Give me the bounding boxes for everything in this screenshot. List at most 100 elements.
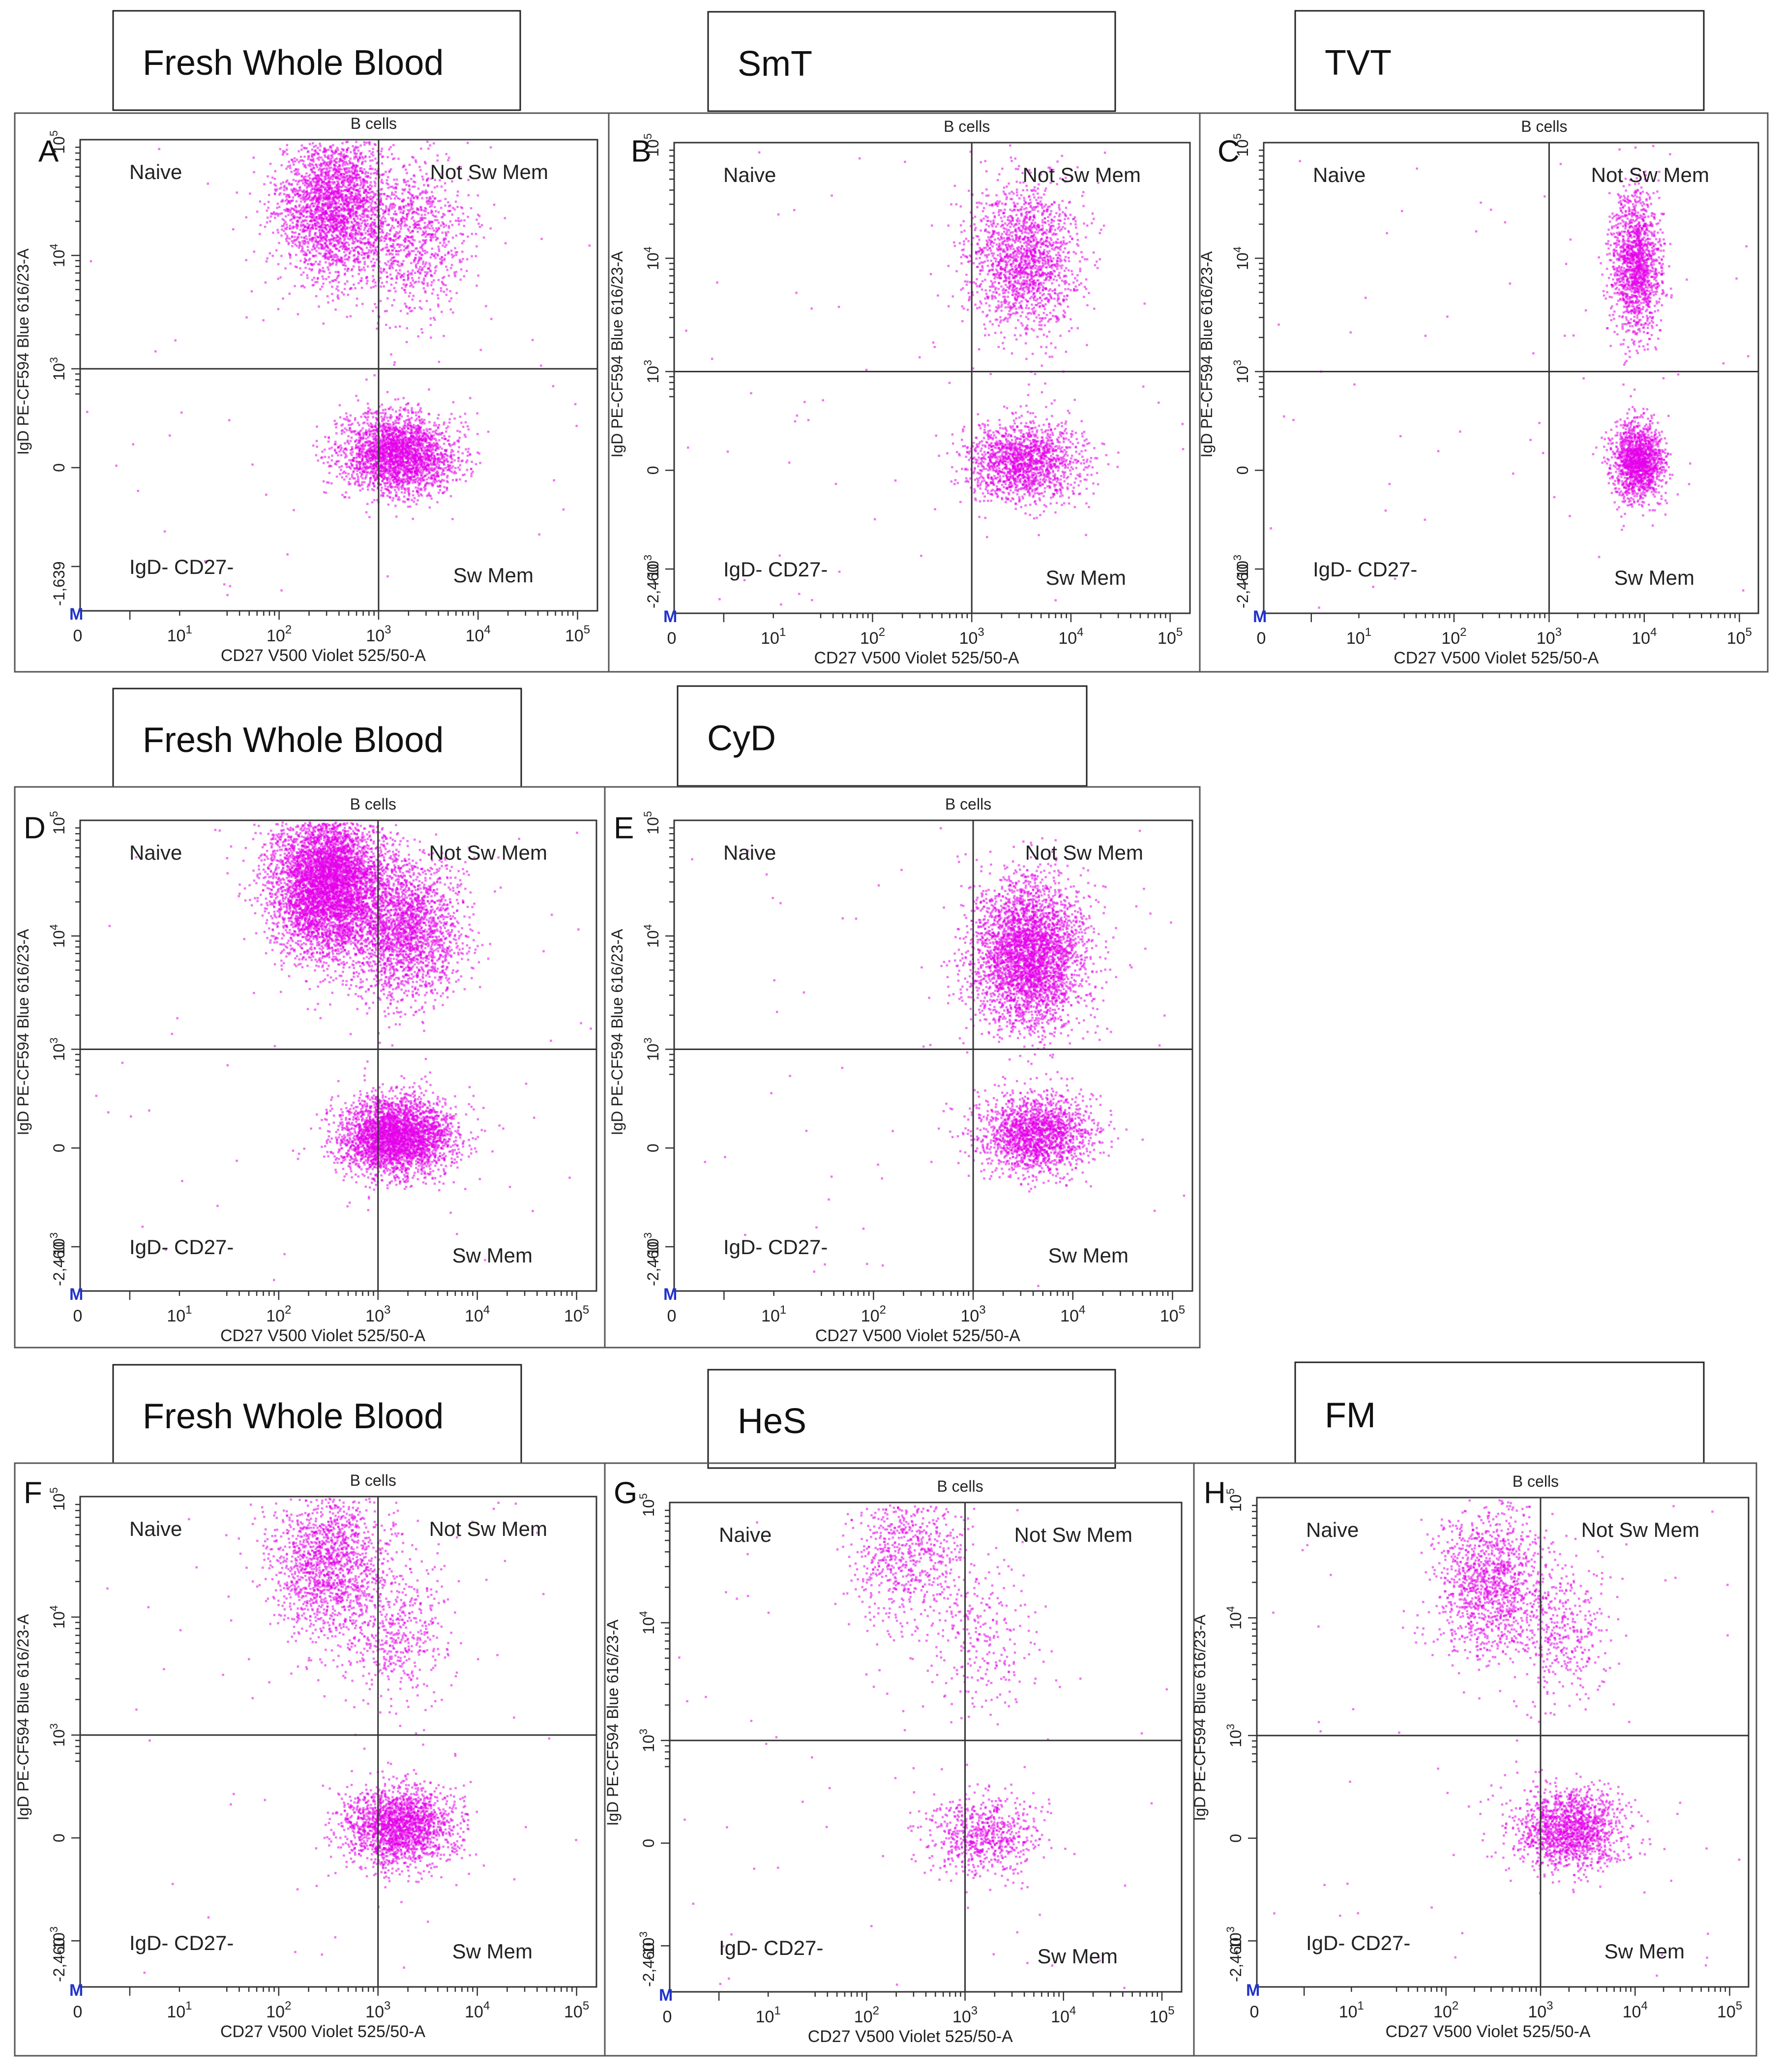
y-tick-label: 105 [1231, 133, 1251, 157]
condition-label: Fresh Whole Blood [143, 1397, 444, 1436]
quadrant-label-naive: Naive [719, 1523, 772, 1546]
quadrant-label-igd-cd27: IgD- CD27- [723, 1235, 828, 1259]
x-tick-label: 102 [861, 1303, 886, 1325]
panel-letter: E [614, 811, 634, 845]
x-tick-label: 104 [465, 1999, 490, 2021]
x-tick-label: 101 [167, 1303, 192, 1325]
gate-title: B cells [1521, 118, 1567, 135]
x-tick-label: 102 [266, 1303, 291, 1325]
y-tick-label: -103 [642, 555, 662, 584]
y-tick-label: 105 [48, 130, 68, 154]
x-tick-label: 102 [266, 1999, 291, 2021]
marker-m: M [1246, 1981, 1260, 2000]
y-tick-label: 104 [642, 246, 662, 270]
y-tick-label: 105 [48, 1487, 68, 1511]
quadrant-label-sw-mem: Sw Mem [1614, 566, 1694, 589]
quadrant-label-not-sw-mem: Not Sw Mem [1025, 841, 1143, 864]
y-tick-label: 0 [50, 1143, 68, 1152]
y-axis-label: IgD PE-CF594 Blue 616/23-A [14, 1614, 32, 1820]
x-tick-label: 104 [466, 623, 491, 645]
x-tick-label: 103 [959, 626, 984, 648]
y-tick-label: -103 [637, 1931, 657, 1960]
x-tick-label: 0 [1250, 2003, 1259, 2021]
gate-title: B cells [350, 1471, 396, 1489]
x-axis-label: CD27 V500 Violet 525/50-A [808, 2027, 1013, 2046]
plot-area [674, 820, 1192, 1291]
marker-m: M [69, 605, 83, 624]
y-tick-label: 103 [48, 357, 68, 381]
gate-title: B cells [350, 795, 396, 813]
y-axis-label: IgD PE-CF594 Blue 616/23-A [14, 248, 32, 455]
y-tick-label: 104 [1224, 1606, 1245, 1630]
quadrant-label-not-sw-mem: Not Sw Mem [1014, 1523, 1132, 1546]
y-axis-label: IgD PE-CF594 Blue 616/23-A [604, 1619, 622, 1826]
quadrant-label-naive: Naive [129, 1517, 182, 1540]
x-tick-label: 101 [756, 2004, 781, 2026]
x-tick-label: 105 [565, 623, 590, 645]
y-tick-label: 0 [644, 1143, 662, 1152]
quadrant-label-sw-mem: Sw Mem [452, 1940, 533, 1963]
x-axis-label: CD27 V500 Violet 525/50-A [220, 1326, 425, 1345]
x-tick-label: 104 [1058, 626, 1083, 648]
x-tick-label: 101 [167, 623, 192, 645]
gate-title: B cells [351, 115, 397, 132]
x-tick-label: 0 [73, 627, 83, 645]
y-tick-label: 103 [642, 1038, 662, 1061]
gate-title: B cells [944, 118, 990, 135]
quadrant-label-sw-mem: Sw Mem [452, 1244, 533, 1267]
marker-m: M [69, 1981, 83, 2000]
x-tick-label: 101 [167, 1999, 192, 2021]
x-tick-label: 0 [73, 2003, 83, 2021]
quadrant-label-not-sw-mem: Not Sw Mem [430, 160, 548, 183]
quadrant-label-igd-cd27: IgD- CD27- [1313, 558, 1417, 581]
x-tick-label: 103 [1528, 1999, 1553, 2021]
x-tick-label: 101 [761, 1303, 786, 1325]
y-tick-label: 103 [637, 1729, 657, 1752]
x-tick-label: 103 [1537, 626, 1562, 648]
y-axis-label: IgD PE-CF594 Blue 616/23-A [608, 251, 626, 457]
marker-m: M [663, 1285, 677, 1304]
y-tick-label: 104 [637, 1611, 657, 1635]
y-axis-label: IgD PE-CF594 Blue 616/23-A [608, 929, 626, 1135]
quadrant-label-not-sw-mem: Not Sw Mem [429, 841, 547, 864]
x-tick-label: 102 [1441, 626, 1466, 648]
y-tick-label: -1,639 [50, 561, 68, 606]
y-tick-label: -103 [642, 1232, 662, 1261]
x-tick-label: 104 [1051, 2004, 1076, 2026]
condition-label: HeS [738, 1402, 806, 1441]
y-tick-label: 0 [1234, 466, 1251, 475]
quadrant-label-naive: Naive [1313, 163, 1366, 186]
y-tick-label: 105 [1224, 1488, 1245, 1512]
x-axis-label: CD27 V500 Violet 525/50-A [220, 2022, 425, 2041]
quadrant-label-igd-cd27: IgD- CD27- [129, 1235, 234, 1259]
x-tick-label: 102 [267, 623, 292, 645]
quadrant-label-naive: Naive [1306, 1518, 1359, 1541]
x-tick-label: 105 [1158, 626, 1183, 648]
y-tick-label: 105 [642, 133, 662, 157]
x-tick-label: 103 [366, 623, 391, 645]
condition-label: TVT [1325, 43, 1392, 83]
y-tick-label: 103 [48, 1723, 68, 1747]
quadrant-label-not-sw-mem: Not Sw Mem [429, 1517, 547, 1540]
y-tick-label: -103 [48, 1232, 68, 1261]
quadrant-label-sw-mem: Sw Mem [453, 564, 534, 587]
x-tick-label: 101 [1346, 626, 1371, 648]
y-axis-label: IgD PE-CF594 Blue 616/23-A [14, 929, 32, 1135]
plot-area [1264, 143, 1758, 613]
flow-cytometry-figure: Fresh Whole BloodAB cellsNaive Not Sw Mem… [0, 0, 1782, 2072]
x-tick-label: 0 [667, 1307, 677, 1325]
x-tick-label: 0 [73, 1307, 83, 1325]
x-tick-label: 0 [667, 629, 677, 648]
panel-letter: D [24, 811, 46, 845]
